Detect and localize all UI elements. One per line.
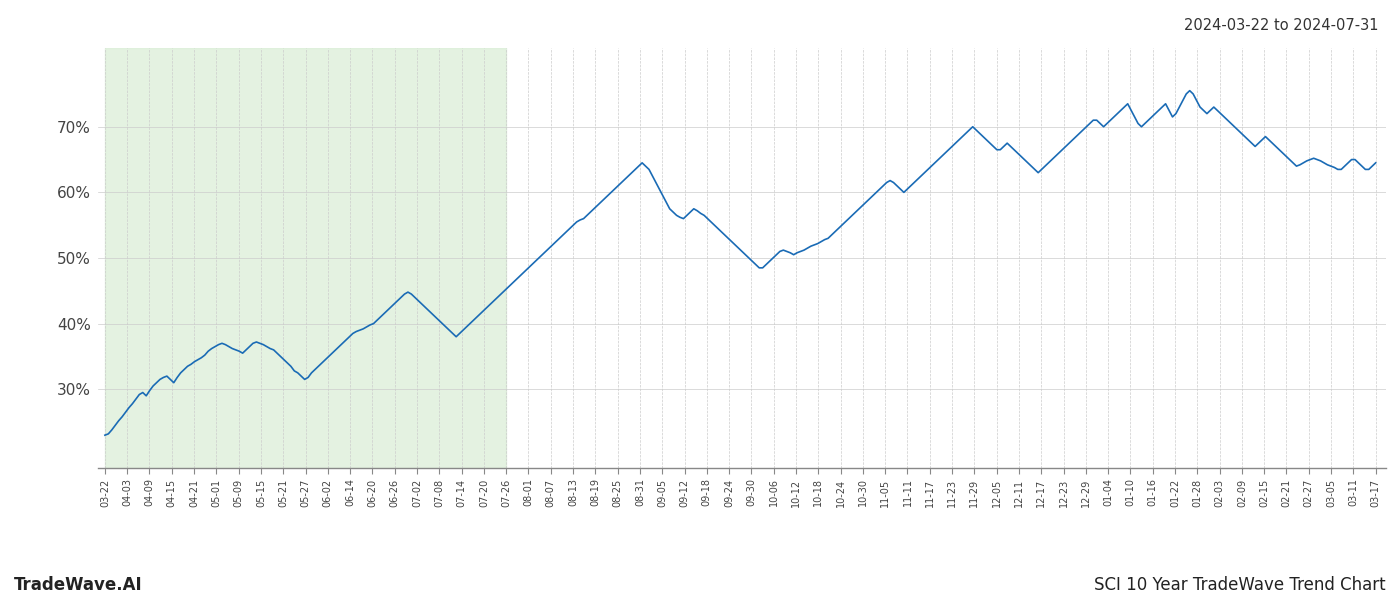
Text: SCI 10 Year TradeWave Trend Chart: SCI 10 Year TradeWave Trend Chart — [1095, 576, 1386, 594]
Text: 2024-03-22 to 2024-07-31: 2024-03-22 to 2024-07-31 — [1184, 18, 1379, 33]
Bar — [105, 48, 507, 468]
Text: TradeWave.AI: TradeWave.AI — [14, 576, 143, 594]
